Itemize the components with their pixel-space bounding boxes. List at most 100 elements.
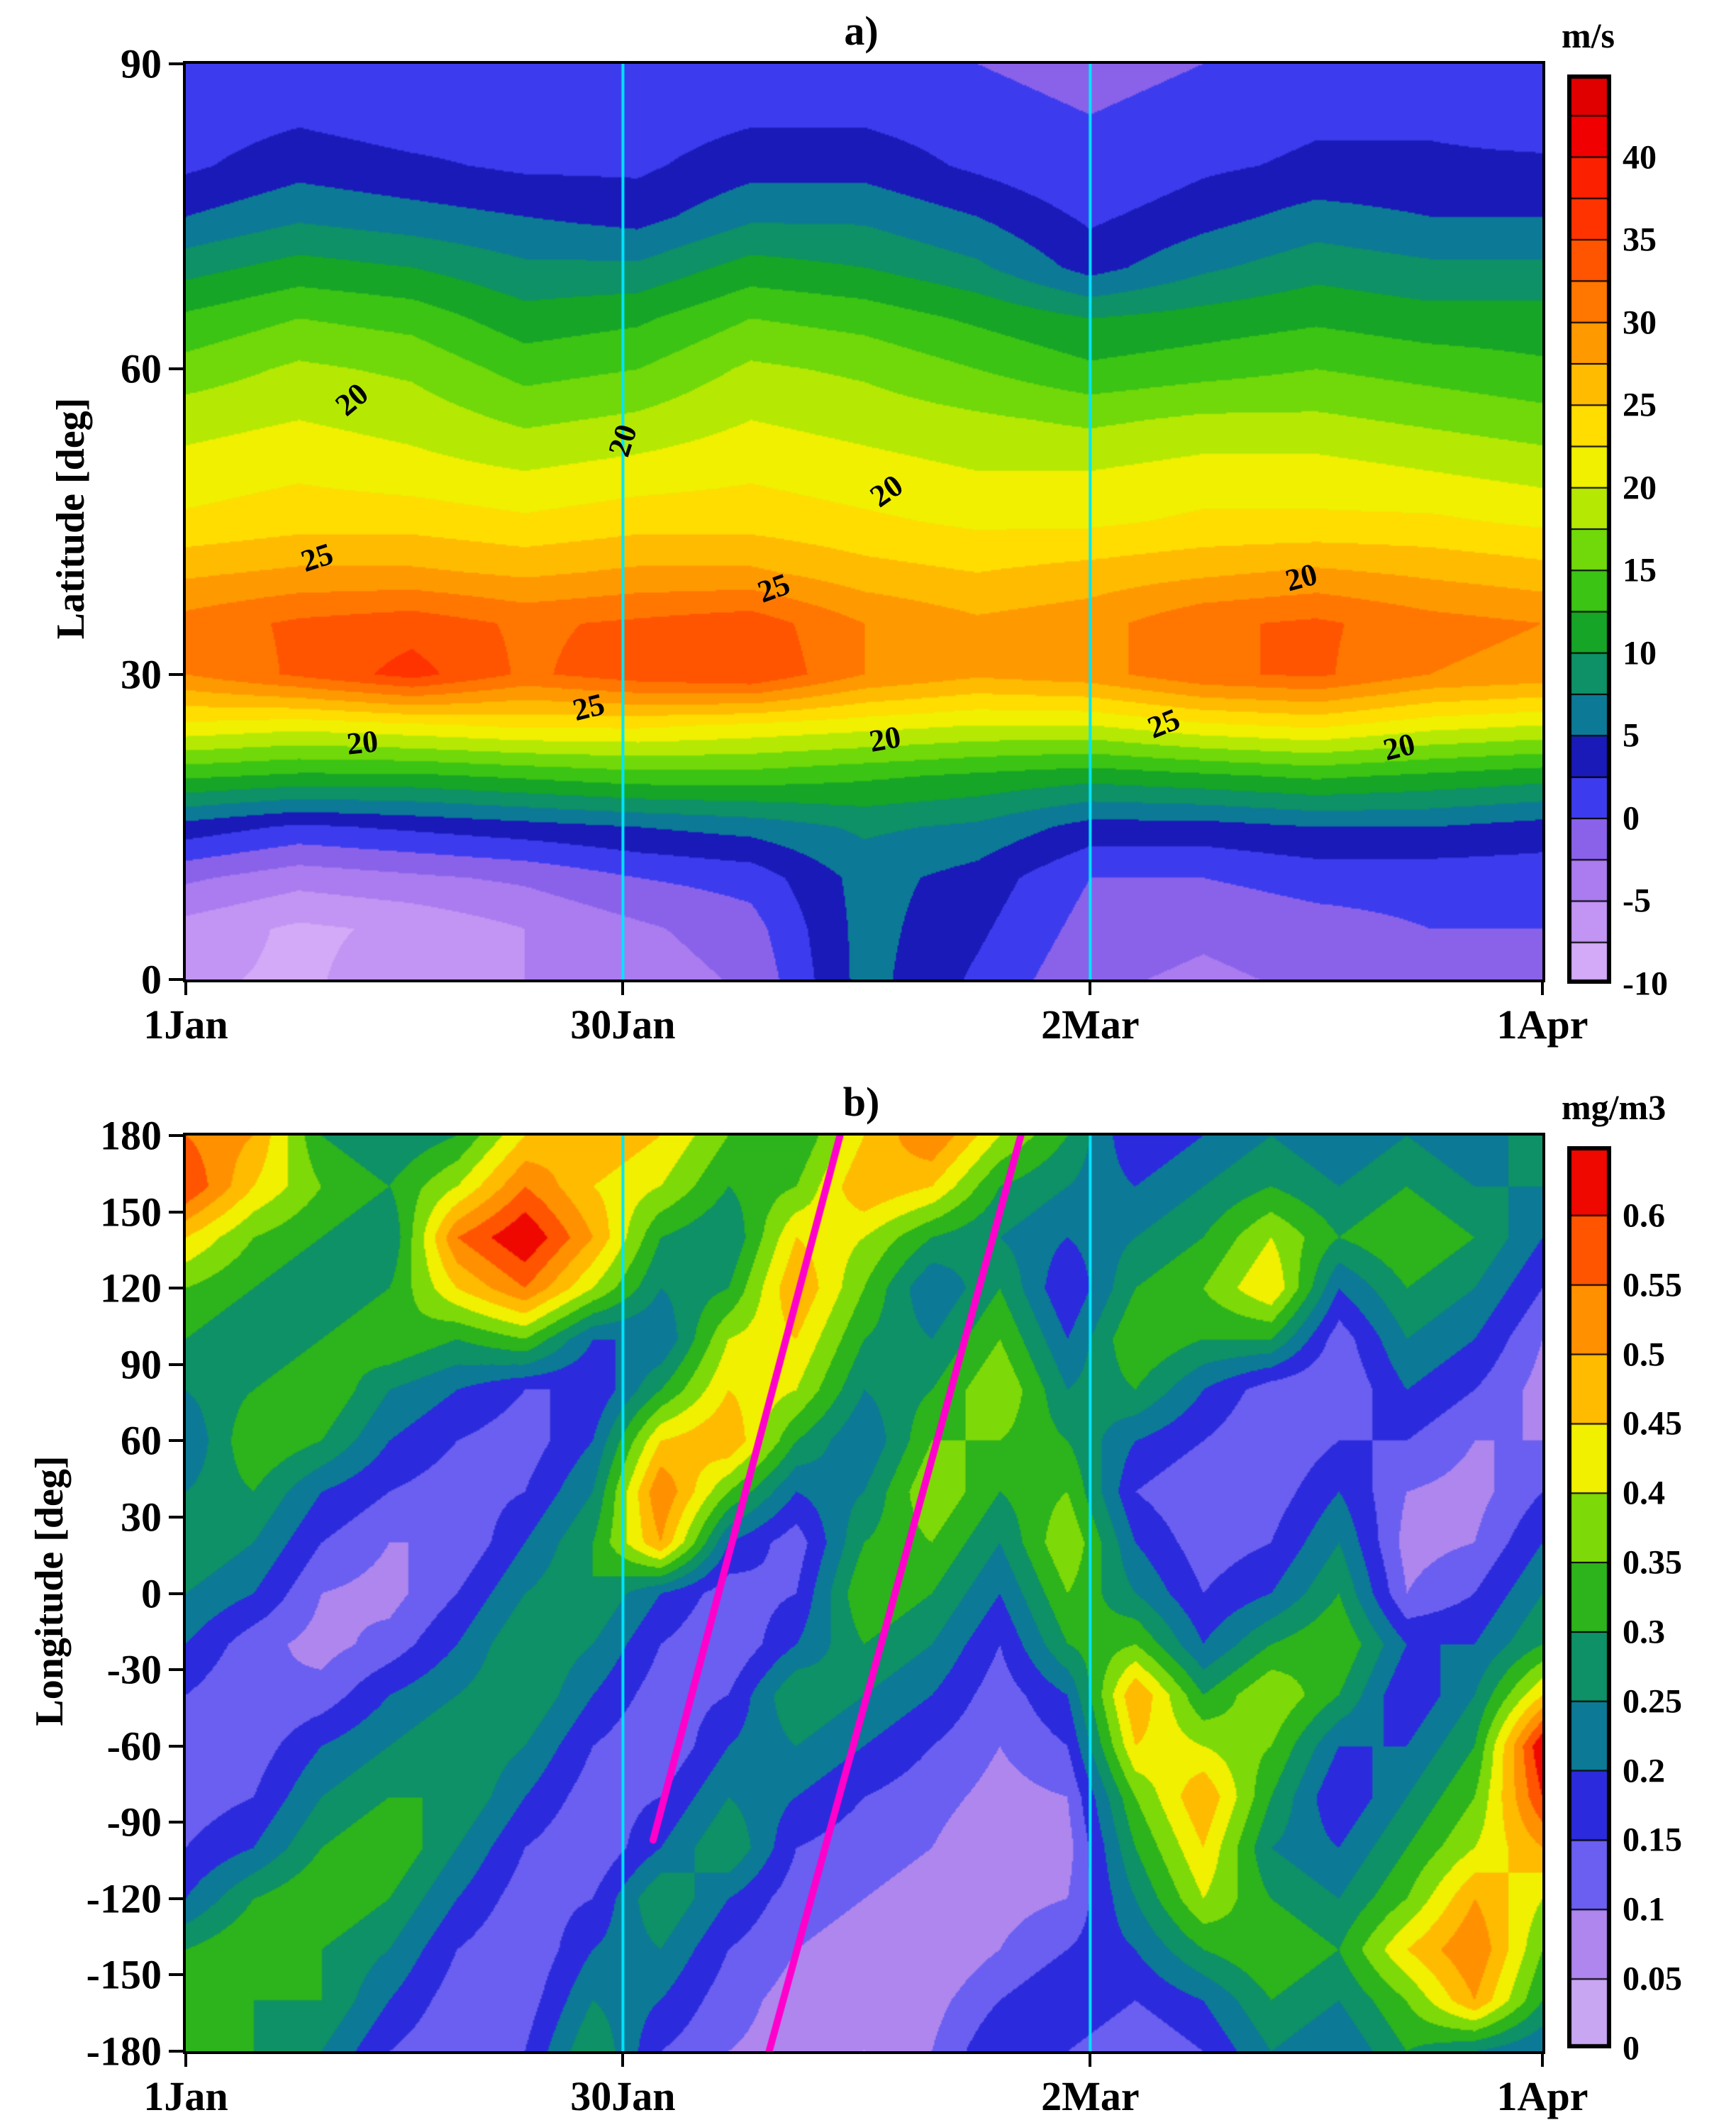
y-tick-label: 150 (100, 1189, 162, 1236)
colorbar-tick-label: 0.5 (1623, 1336, 1665, 1374)
y-tick-label: -180 (86, 2028, 162, 2075)
colorbar-tick-label: 0.1 (1623, 1890, 1665, 1928)
panel-a-colorbar: m/s 40 35 30 25 20 15 10 5 0 -5 -10 (1562, 16, 1668, 1003)
x-tick-label: 2Mar (1041, 1001, 1140, 1048)
x-tick (1541, 982, 1544, 995)
contour-label: 20 (601, 420, 645, 461)
colorbar-tick-label: 0.3 (1623, 1613, 1665, 1651)
y-tick (169, 367, 183, 371)
x-tick-label: 1Jan (143, 1001, 228, 1048)
y-tick-label: 60 (121, 1417, 162, 1464)
x-tick (184, 2054, 187, 2067)
panel-b-colorbar: mg/m3 0.6 0.55 0.5 0.45 0.4 0.35 0.3 0.25 0.2 0.1… (1562, 1087, 1682, 2068)
y-tick (169, 1210, 183, 1214)
y-tick (169, 978, 183, 981)
colorbar-tick-label: 0.25 (1623, 1682, 1682, 1721)
panel-b-contour-labels (186, 1136, 1542, 2051)
x-tick-label: 2Mar (1041, 2073, 1140, 2119)
panel-a-plot: 20 20 20 20 25 25 25 25 20 20 20 1Jan 30Jan 2Mar 1Apr… (121, 41, 1588, 1048)
panel-b-heatmap-canvas (186, 1136, 1542, 2051)
y-tick (169, 1668, 183, 1672)
colorbar-tick-label: 0.35 (1623, 1543, 1682, 1582)
colorbar-tick-label: 0.4 (1623, 1474, 1665, 1512)
x-tick-label: 1Apr (1496, 2073, 1588, 2119)
colorbar-tick-label: 0.55 (1623, 1266, 1682, 1304)
colorbar-tick-label: 10 (1623, 634, 1657, 672)
panel-b-ylabel: Longitude [deg] (28, 1455, 72, 1726)
y-tick-label: 30 (121, 1494, 162, 1541)
x-tick (1541, 2054, 1544, 2067)
panel-a-contour-labels: 20 20 20 20 25 25 25 25 20 20 20 (186, 64, 1542, 979)
y-tick (169, 1439, 183, 1443)
colorbar-tick-label: 15 (1623, 551, 1657, 589)
y-tick-label: -90 (106, 1799, 162, 1846)
y-tick (169, 1973, 183, 1977)
colorbar-tick-label: -5 (1623, 882, 1651, 920)
contour-label: 25 (569, 686, 608, 728)
x-tick (621, 982, 625, 995)
colorbar-tick-label: 5 (1623, 716, 1640, 755)
panel-b-colorbar-unit: mg/m3 (1562, 1087, 1667, 1127)
colorbar-tick-label: 35 (1623, 221, 1657, 259)
y-tick (169, 62, 183, 65)
colorbar-tick-label: 0 (1623, 799, 1640, 838)
colorbar-tick-label: 40 (1623, 138, 1657, 177)
panel-a-colorbar-canvas (1567, 74, 1611, 984)
y-tick-label: 30 (121, 651, 162, 698)
y-tick-label: 60 (121, 345, 162, 392)
contour-label: 20 (328, 376, 375, 423)
contour-label: 20 (345, 723, 380, 762)
y-tick-label: -30 (106, 1646, 162, 1693)
colorbar-tick-label: 0.05 (1623, 1960, 1682, 1998)
colorbar-tick-label: 0 (1623, 2029, 1640, 2068)
panel-a-title: a) (844, 8, 879, 54)
colorbar-tick-label: 30 (1623, 304, 1657, 342)
contour-label: 20 (867, 719, 904, 760)
y-tick-label: -120 (86, 1875, 162, 1922)
y-tick (169, 1897, 183, 1900)
y-tick-label: 0 (141, 956, 162, 1003)
colorbar-tick-label: 0.15 (1623, 1821, 1682, 1859)
contour-label: 25 (296, 535, 338, 579)
panel-a-ylabel: Latitude [deg] (49, 397, 93, 640)
contour-label: 25 (752, 566, 795, 610)
y-tick (169, 1515, 183, 1519)
y-tick (169, 2050, 183, 2053)
y-tick (169, 1744, 183, 1748)
contour-label: 20 (1281, 557, 1321, 599)
panel-b-colorbar-canvas (1567, 1146, 1611, 2048)
panel-b-plot: 1Jan 30Jan 2Mar 1Apr 180 150 120 90 60 30 0 -30 -60 -… (87, 1113, 1588, 2120)
x-tick-label: 1Apr (1496, 1001, 1588, 1048)
y-tick (169, 1134, 183, 1137)
colorbar-tick-label: -10 (1623, 965, 1668, 1003)
panel-a-heatmap-canvas (186, 64, 1542, 979)
y-tick-label: 180 (100, 1112, 162, 1159)
y-tick-label: 120 (100, 1265, 162, 1311)
contour-label: 20 (1379, 726, 1419, 767)
y-tick-label: -60 (106, 1723, 162, 1770)
y-tick (169, 1363, 183, 1366)
colorbar-tick-label: 0.6 (1623, 1197, 1665, 1235)
x-tick (1089, 2054, 1092, 2067)
y-tick-label: 90 (121, 40, 162, 87)
x-tick-label: 30Jan (570, 2073, 676, 2119)
y-tick (169, 1592, 183, 1595)
x-tick (184, 982, 187, 995)
y-tick (169, 1287, 183, 1290)
colorbar-tick-label: 0.2 (1623, 1752, 1665, 1790)
x-tick (1089, 982, 1092, 995)
y-tick (169, 672, 183, 676)
panel-a-colorbar-unit: m/s (1562, 16, 1615, 55)
x-tick-label: 1Jan (143, 2073, 228, 2119)
colorbar-tick-label: 25 (1623, 386, 1657, 424)
contour-label: 25 (1142, 701, 1186, 745)
x-tick-label: 30Jan (570, 1001, 676, 1048)
y-tick (169, 1821, 183, 1824)
x-tick (621, 2054, 625, 2067)
y-tick-label: 90 (121, 1341, 162, 1388)
contour-label: 20 (864, 467, 910, 515)
y-tick-label: -150 (86, 1951, 162, 1998)
panel-b-title: b) (842, 1079, 880, 1125)
colorbar-tick-label: 20 (1623, 469, 1657, 507)
